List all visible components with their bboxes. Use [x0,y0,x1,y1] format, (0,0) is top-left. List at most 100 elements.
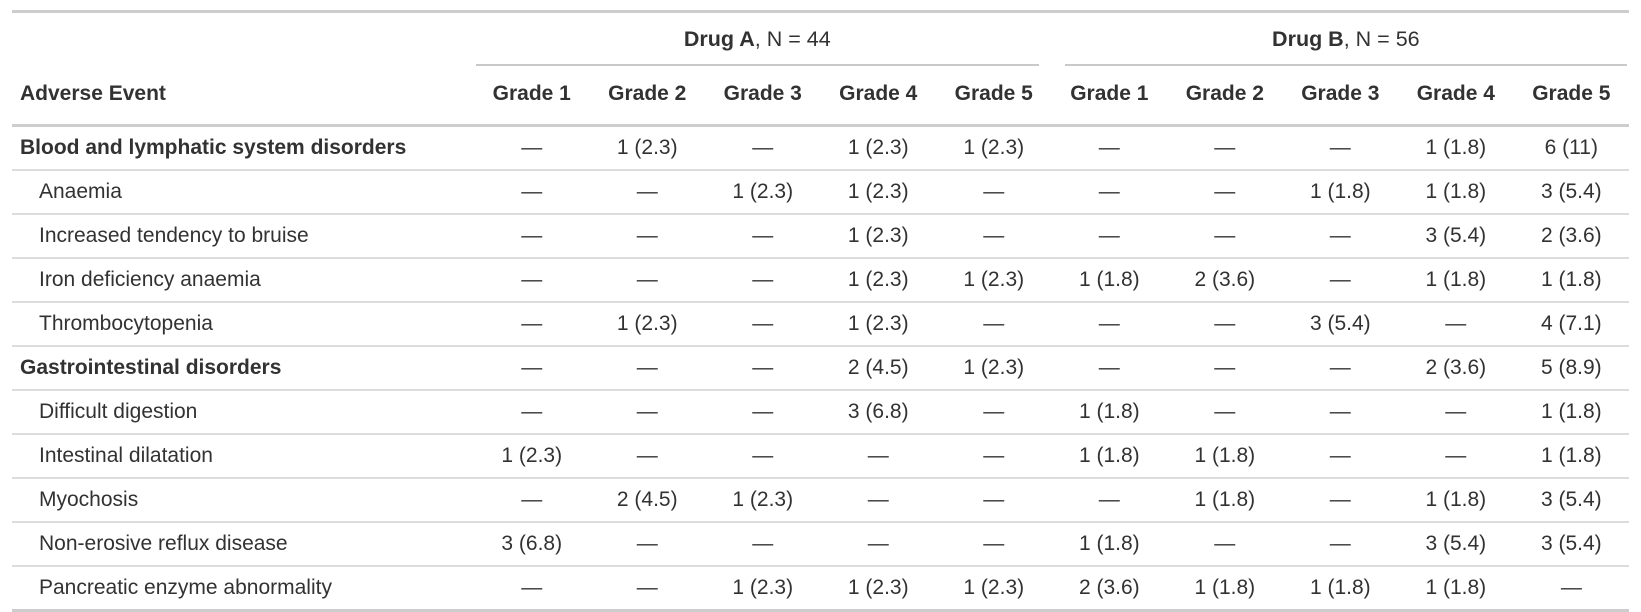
drug-a-grade-value: 1 (2.3) [705,566,821,612]
drug-a-grade-value: — [474,478,590,523]
drug-b-grade-value: 3 (5.4) [1513,522,1630,567]
drug-b-grade-value: 3 (5.4) [1282,302,1399,347]
drug-a-grade-value: — [936,214,1052,259]
drug-b-grade-value: — [1167,214,1283,259]
drug-b-n: , N = 56 [1343,27,1420,51]
drug-b-grade-value: 3 (5.4) [1398,214,1514,259]
drug-a-grade-value: — [705,522,821,567]
drug-a-grade-value: 1 (2.3) [820,214,936,259]
drug-b-grade-value: — [1167,522,1283,567]
drug-b-grade-value: — [1398,390,1514,435]
drug-b-grade-value: 1 (1.8) [1398,478,1514,523]
drug-b-grade-value: 1 (1.8) [1051,258,1168,303]
drug-b-grade-value: 1 (1.8) [1398,125,1514,171]
drug-a-name: Drug A [683,27,755,51]
drug-b-grade-value: 1 (1.8) [1398,258,1514,303]
drug-a-grade-2-header: Grade 2 [589,66,705,127]
drug-a-grade-value: — [936,390,1052,435]
adverse-event-label: Myochosis [12,478,474,523]
adverse-event-label: Thrombocytopenia [12,302,474,347]
adverse-event-label: Increased tendency to bruise [12,214,474,259]
table-row: Iron deficiency anaemia — — — 1 (2.3) 1 … [12,258,1630,303]
drug-a-grade-value: — [589,390,705,435]
drug-a-grade-value: 2 (4.5) [589,478,705,523]
drug-a-grade-value: 1 (2.3) [589,302,705,347]
drug-a-grade-value: 1 (2.3) [820,258,936,303]
drug-b-grade-value: — [1051,214,1168,259]
drug-a-grade-value: 1 (2.3) [820,125,936,171]
drug-b-grade-value: 1 (1.8) [1513,390,1630,435]
drug-a-grade-value: 2 (4.5) [820,346,936,391]
table-row: Intestinal dilatation 1 (2.3) — — — — 1 … [12,434,1630,479]
drug-a-grade-value: — [705,125,821,171]
drug-b-grade-value: 1 (1.8) [1167,478,1283,523]
adverse-event-label: Anaemia [12,170,474,215]
drug-b-grade-value: 1 (1.8) [1051,390,1168,435]
drug-b-grade-value: 1 (1.8) [1398,170,1514,215]
drug-b-grade-value: — [1167,302,1283,347]
spanner-empty-cell [12,12,474,67]
drug-a-grade-value: — [820,478,936,523]
drug-a-grade-value: 1 (2.3) [474,434,590,479]
table-row: Non-erosive reflux disease 3 (6.8) — — —… [12,522,1630,567]
drug-b-grade-value: — [1282,522,1399,567]
drug-a-grade-value: — [589,522,705,567]
table-row: Gastrointestinal disorders — — — 2 (4.5)… [12,346,1630,391]
drug-b-grade-value: — [1167,346,1283,391]
drug-a-grade-value: 3 (6.8) [474,522,590,567]
drug-b-grade-value: — [1398,434,1514,479]
drug-b-grade-value: — [1282,125,1399,171]
drug-a-grade-value: 1 (2.3) [705,478,821,523]
drug-b-grade-value: 2 (3.6) [1051,566,1168,612]
drug-b-grade-value: — [1282,258,1399,303]
spanner-header-row: Drug A, N = 44 Drug B, N = 56 [12,12,1629,67]
drug-b-grade-2-header: Grade 2 [1167,66,1283,127]
drug-b-grade-value: 3 (5.4) [1513,170,1630,215]
drug-b-grade-value: — [1167,390,1283,435]
drug-a-grade-value: 1 (2.3) [589,125,705,171]
table-row: Anaemia — — 1 (2.3) 1 (2.3) — — — 1 (1.8… [12,170,1630,215]
drug-a-grade-value: — [936,522,1052,567]
drug-a-grade-value: — [705,258,821,303]
drug-a-grade-value: — [936,302,1052,347]
drug-b-grade-value: 2 (3.6) [1398,346,1514,391]
drug-b-grade-value: — [1051,170,1168,215]
drug-a-grade-value: — [936,478,1052,523]
drug-b-grade-value: 1 (1.8) [1167,566,1283,612]
drug-b-grade-value: 3 (5.4) [1398,522,1514,567]
adverse-event-label: Non-erosive reflux disease [12,522,474,567]
drug-b-grade-value: — [1513,566,1630,612]
drug-a-grade-value: 1 (2.3) [820,170,936,215]
drug-a-grade-value: — [820,522,936,567]
drug-b-grade-4-header: Grade 4 [1398,66,1514,127]
drug-b-grade-value: — [1282,346,1399,391]
drug-b-grade-value: 2 (3.6) [1167,258,1283,303]
drug-b-grade-value: — [1282,390,1399,435]
adverse-event-label: Difficult digestion [12,390,474,435]
table-row: Pancreatic enzyme abnormality — — 1 (2.3… [12,566,1630,612]
drug-b-grade-value: — [1051,302,1168,347]
drug-a-grade-value: 3 (6.8) [820,390,936,435]
drug-b-grade-value: 1 (1.8) [1398,566,1514,612]
drug-a-grade-value: — [474,125,590,171]
table-row: Increased tendency to bruise — — — 1 (2.… [12,214,1630,259]
drug-b-grade-5-header: Grade 5 [1513,66,1630,127]
drug-a-grade-4-header: Grade 4 [820,66,936,127]
drug-a-grade-value: — [474,302,590,347]
drug-a-grade-value: 1 (2.3) [936,566,1052,612]
drug-b-grade-value: 1 (1.8) [1513,434,1630,479]
drug-a-grade-value: — [705,302,821,347]
table-row: Myochosis — 2 (4.5) 1 (2.3) — — — 1 (1.8… [12,478,1630,523]
drug-b-grade-value: 1 (1.8) [1513,258,1630,303]
drug-a-grade-5-header: Grade 5 [936,66,1052,127]
drug-b-grade-value: — [1398,302,1514,347]
drug-a-grade-value: 1 (2.3) [705,170,821,215]
drug-a-grade-value: 1 (2.3) [820,566,936,612]
drug-b-grade-value: 5 (8.9) [1513,346,1630,391]
drug-b-grade-value: — [1051,125,1168,171]
drug-a-grade-value: — [705,434,821,479]
drug-a-grade-value: — [705,346,821,391]
drug-a-grade-value: — [820,434,936,479]
table-body: Blood and lymphatic system disorders — 1… [12,125,1630,612]
